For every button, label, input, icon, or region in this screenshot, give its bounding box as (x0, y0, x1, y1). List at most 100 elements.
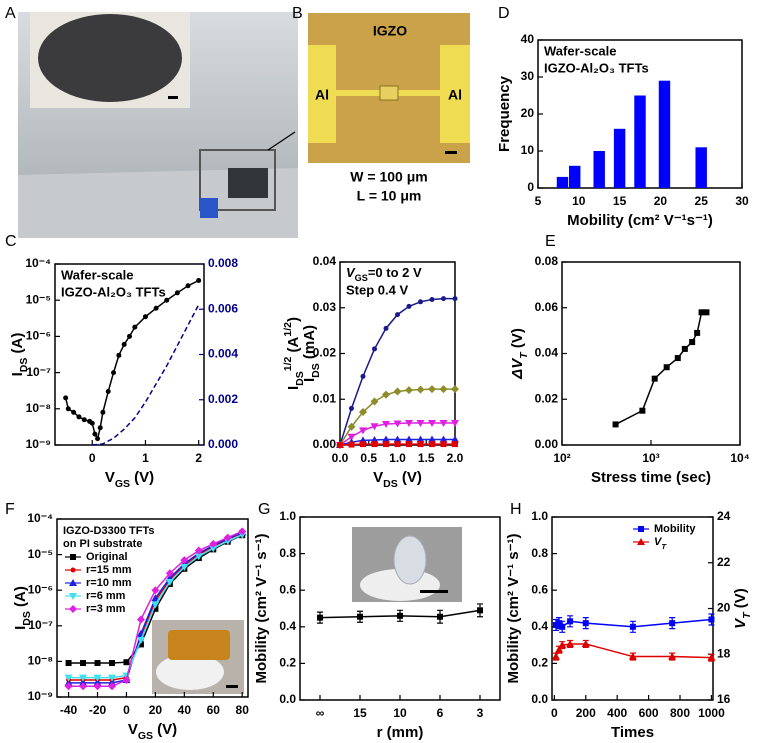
point (337, 442, 343, 448)
legend-marker (69, 579, 77, 586)
x-axis-label: Stress time (sec) (591, 469, 711, 486)
legend-label-part: V (654, 536, 663, 548)
y-axis-label: IDS1/2 (A1/2) (282, 317, 306, 390)
point (151, 601, 160, 609)
annotation: IGZO-Al₂O₃ TFTs (61, 284, 166, 299)
y-tick-label: 10⁻⁵ (26, 292, 51, 306)
legend-marker (70, 567, 76, 573)
legend-label: VT (654, 536, 667, 551)
point (429, 297, 435, 303)
panel-letter: F (5, 501, 15, 518)
point (441, 296, 446, 302)
y-tick-label: 40 (521, 32, 535, 46)
y-tick-label: 0.00 (535, 437, 559, 451)
y-axis-label: Frequency (496, 75, 513, 152)
x-axis-label-part: (V) (398, 469, 422, 486)
bar (593, 151, 605, 188)
x-axis-label-part: (V) (130, 469, 154, 486)
series-line (64, 279, 200, 441)
point (151, 594, 160, 602)
point (397, 612, 403, 619)
y2-tick-label: 0.006 (208, 301, 238, 315)
point (552, 621, 559, 628)
x-tick-label: 0 (89, 451, 96, 465)
y-axis-label: Mobility (cm² V⁻¹ s⁻¹) (253, 533, 270, 683)
legend-label-part: T (661, 542, 667, 551)
point (383, 441, 389, 448)
point (89, 420, 95, 426)
y-tick-label: 10⁻⁵ (28, 547, 53, 561)
y-tick-label: 0.04 (313, 254, 337, 268)
y-axis-label: Mobility (cm² V⁻¹ s⁻¹) (505, 533, 522, 683)
x-axis-label: Mobility (cm² V⁻¹s⁻¹) (567, 212, 713, 229)
scale-bar (168, 96, 178, 99)
panel-letter: C (5, 233, 17, 250)
point (703, 309, 710, 316)
point (347, 433, 356, 441)
bar (634, 95, 646, 188)
point (65, 406, 71, 412)
point (452, 441, 458, 448)
x-tick-label: 10² (553, 451, 570, 465)
point (165, 578, 174, 586)
y2-axis-label-part: V (732, 617, 749, 629)
point (707, 653, 716, 661)
point (582, 620, 589, 627)
point (418, 299, 423, 305)
legend-marker (637, 538, 645, 545)
legend-marker (70, 554, 76, 560)
y-axis-label-part: ) (285, 317, 302, 322)
point (180, 563, 189, 571)
flexible-film (168, 630, 230, 660)
point (209, 539, 218, 548)
y-tick-label: 0.8 (531, 546, 548, 560)
point (708, 616, 715, 623)
y-tick-label: 10⁻⁹ (26, 437, 51, 451)
y-axis-label-part: T (518, 351, 530, 359)
y2-axis-label: VT (V) (732, 588, 753, 629)
panel-letter: B (292, 5, 303, 22)
x-axis-label-part: GS (115, 478, 130, 490)
x-tick-label: ∞ (316, 706, 325, 720)
y-axis-label-part: DS (294, 371, 306, 386)
glove (156, 654, 224, 690)
point (370, 423, 379, 431)
photo-a (18, 12, 298, 238)
point (698, 309, 705, 316)
plot-frame (561, 261, 741, 446)
point (429, 441, 435, 448)
y-tick-label: 1.0 (279, 509, 296, 523)
point (439, 420, 448, 428)
x-tick-label: 1.5 (418, 451, 435, 465)
y-tick-label: 10⁻⁹ (28, 689, 53, 703)
x-axis-label-part: DS (383, 478, 398, 490)
x-tick-label: 0 (123, 703, 130, 717)
point (142, 314, 148, 320)
y2-axis-label-part: (V) (732, 588, 749, 612)
point (105, 389, 111, 395)
y-axis-label-part: (A (285, 336, 302, 356)
y-axis-label: IDS (A) (9, 333, 30, 377)
y-tick-label: 10⁻⁶ (28, 582, 53, 596)
plot-frame (551, 516, 714, 701)
x-tick-label: 15 (613, 194, 627, 208)
y-axis-label-part: ΔV (509, 357, 526, 380)
pipette (267, 131, 296, 151)
point (555, 645, 564, 653)
legend-marker (69, 593, 77, 600)
point (651, 375, 658, 382)
point (116, 352, 122, 358)
series-line (615, 311, 707, 426)
point (406, 303, 412, 309)
y-axis-label-part: (A) (12, 586, 29, 611)
point (93, 674, 102, 682)
y-tick-label: 0.6 (279, 582, 296, 596)
x-tick-label: 10⁴ (730, 451, 749, 465)
point (451, 435, 459, 443)
bar (556, 176, 569, 188)
y-axis-label: ΔVT (V) (509, 328, 530, 380)
point (165, 569, 174, 578)
point (439, 385, 448, 394)
point (122, 676, 131, 685)
